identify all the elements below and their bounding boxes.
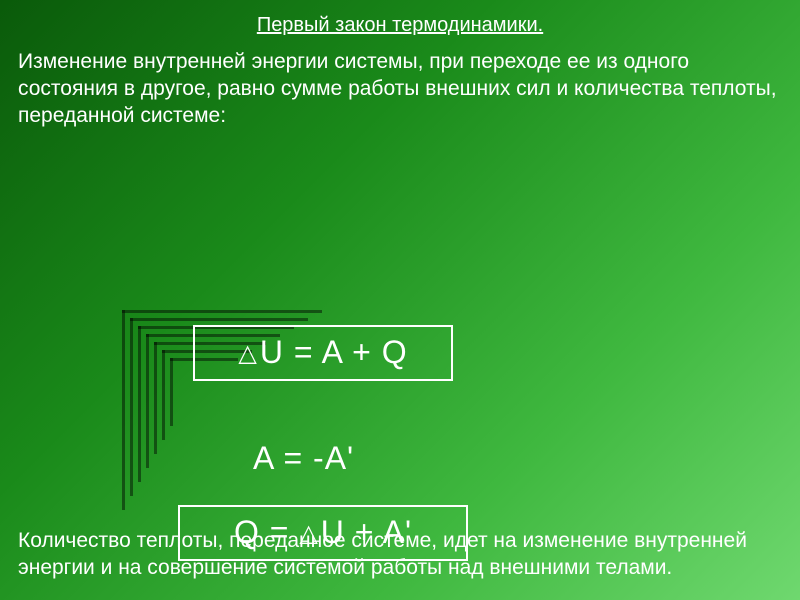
formula-1-box: △U = A + Q <box>193 325 453 381</box>
slide-title: Первый закон термодинамики. <box>18 14 782 37</box>
definition-text: Изменение внутренней энергии системы, пр… <box>18 49 782 130</box>
formula-1-text: U = A + Q <box>260 334 408 370</box>
conclusion-text: Количество теплоты, переданное системе, … <box>18 528 782 582</box>
delta-symbol: △ <box>238 340 257 367</box>
formula-1: △U = A + Q <box>238 334 407 371</box>
formula-2: A = -A' <box>253 440 354 477</box>
